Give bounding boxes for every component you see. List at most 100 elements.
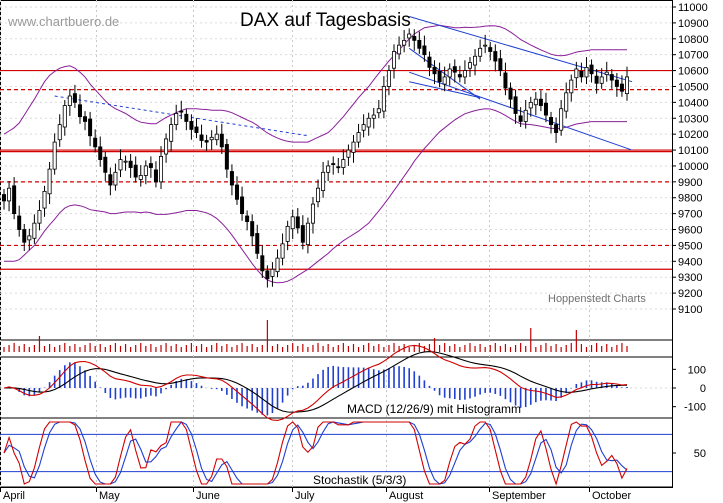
macd-tick-label: 100 — [688, 364, 706, 376]
candle-body — [234, 184, 239, 200]
source-credit: Hoppenstedt Charts — [548, 293, 646, 305]
candle-body — [27, 235, 32, 241]
candle-body — [32, 222, 37, 239]
macd-label: MACD (12/26/9) mit Histogramm — [347, 402, 521, 416]
candle-body — [214, 133, 219, 141]
candle-body — [108, 174, 113, 186]
candle-body — [12, 185, 17, 215]
candle-body — [179, 110, 184, 113]
candle-body — [559, 108, 564, 131]
candle-body — [599, 76, 604, 84]
candle-body — [447, 68, 452, 78]
candle-body — [194, 126, 199, 133]
candle-body — [103, 156, 108, 173]
price-tick-label: 10300 — [678, 113, 709, 125]
candle-body — [579, 70, 584, 78]
candle-body — [371, 114, 376, 119]
candle-body — [467, 62, 472, 69]
price-tick-label: 10100 — [678, 145, 709, 157]
candle-body — [422, 45, 427, 56]
candle-body — [361, 124, 366, 131]
candle-body — [245, 215, 250, 222]
candle-body — [554, 124, 559, 133]
candle-body — [609, 74, 614, 81]
candle-body — [295, 216, 300, 229]
price-tick-label: 9900 — [678, 177, 702, 189]
candle-body — [538, 98, 543, 106]
candle-body — [518, 115, 523, 122]
candle-body — [493, 51, 498, 62]
candle-body — [148, 163, 153, 168]
candle-body — [265, 270, 270, 280]
price-tick-label: 9200 — [678, 288, 702, 300]
candle-body — [478, 47, 483, 57]
price-tick-label: 9300 — [678, 272, 702, 284]
trendline — [409, 16, 633, 83]
candle-body — [346, 149, 351, 158]
candle-body — [169, 124, 174, 142]
candle-body — [381, 86, 386, 112]
bollinger-upper — [3, 24, 627, 143]
candle-body — [417, 39, 422, 49]
candle-body — [386, 70, 391, 87]
candle-body — [488, 47, 493, 52]
candle-body — [37, 210, 42, 224]
candle-body — [462, 70, 467, 78]
candle-body — [442, 76, 447, 85]
price-tick-label: 9800 — [678, 193, 702, 205]
stochastic-k-line — [3, 421, 628, 486]
candle-body — [275, 257, 280, 273]
macd-tick-label: 0 — [700, 383, 706, 395]
candle-body — [153, 169, 158, 183]
price-tick-label: 10900 — [678, 18, 709, 30]
candle-body — [412, 36, 417, 41]
candle-body — [614, 79, 619, 87]
candle-body — [584, 67, 589, 78]
macd-tick-label: -100 — [684, 402, 706, 414]
candle-body — [305, 222, 310, 246]
candle-body — [133, 164, 138, 178]
price-tick-label: 9500 — [678, 240, 702, 252]
stochastic-tick-label: 50 — [694, 448, 706, 460]
bollinger-lower — [4, 108, 627, 284]
candle-body — [123, 160, 128, 163]
candle-body — [118, 159, 123, 171]
month-label: August — [389, 490, 423, 502]
candle-body — [174, 113, 179, 126]
candle-body — [503, 72, 508, 89]
candle-body — [2, 194, 7, 202]
candle-body — [204, 140, 209, 143]
month-label: June — [196, 490, 220, 502]
price-tick-label: 9700 — [678, 209, 702, 221]
candle-body — [402, 39, 407, 46]
candle-body — [432, 67, 437, 75]
candle-body — [564, 92, 569, 112]
candle-body — [341, 159, 346, 168]
candle-body — [533, 98, 538, 106]
candle-body — [138, 175, 143, 180]
candle-body — [88, 118, 93, 137]
candle-body — [427, 56, 432, 68]
chart-title: DAX auf Tagesbasis — [240, 10, 411, 31]
candle-body — [52, 141, 57, 170]
candle-body — [250, 221, 255, 237]
candle-body — [407, 33, 412, 39]
candle-body — [473, 55, 478, 66]
candle-body — [240, 196, 245, 215]
candle-body — [72, 93, 77, 103]
candle-body — [290, 216, 295, 230]
candle-body — [498, 58, 503, 71]
candle-body — [331, 163, 336, 165]
candle-body — [128, 160, 133, 168]
candle-body — [321, 171, 326, 191]
candle-body — [513, 96, 518, 114]
candle-body — [93, 137, 98, 148]
candle-body — [184, 113, 189, 122]
price-tick-label: 10400 — [678, 97, 709, 109]
month-label: September — [492, 490, 546, 502]
candle-body — [392, 51, 397, 69]
candle-body — [619, 83, 624, 92]
candle-body — [209, 136, 214, 141]
candle-body — [270, 268, 275, 277]
candle-body — [336, 166, 341, 169]
